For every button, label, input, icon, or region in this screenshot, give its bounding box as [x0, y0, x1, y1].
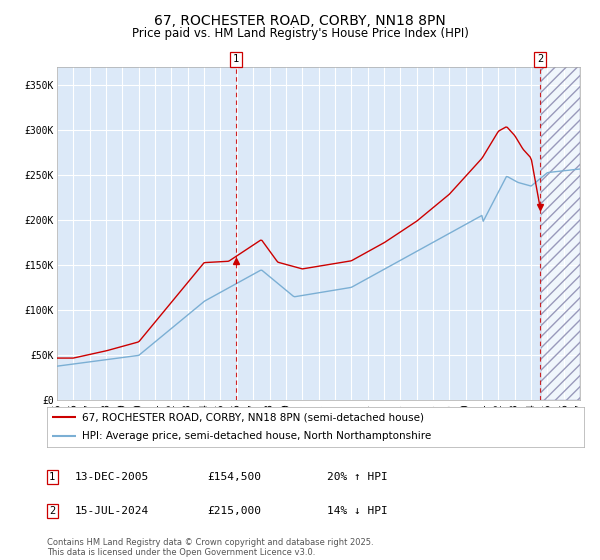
- Text: 14% ↓ HPI: 14% ↓ HPI: [327, 506, 388, 516]
- Text: HPI: Average price, semi-detached house, North Northamptonshire: HPI: Average price, semi-detached house,…: [82, 431, 431, 441]
- Text: 20% ↑ HPI: 20% ↑ HPI: [327, 472, 388, 482]
- Text: £215,000: £215,000: [207, 506, 261, 516]
- Text: 2: 2: [537, 54, 543, 64]
- Text: 1: 1: [233, 54, 239, 64]
- Text: 1: 1: [49, 472, 55, 482]
- Text: Contains HM Land Registry data © Crown copyright and database right 2025.
This d: Contains HM Land Registry data © Crown c…: [47, 538, 373, 557]
- Text: 67, ROCHESTER ROAD, CORBY, NN18 8PN: 67, ROCHESTER ROAD, CORBY, NN18 8PN: [154, 14, 446, 28]
- Text: Price paid vs. HM Land Registry's House Price Index (HPI): Price paid vs. HM Land Registry's House …: [131, 27, 469, 40]
- Bar: [541, 67, 580, 400]
- Bar: [541, 67, 580, 400]
- Text: 13-DEC-2005: 13-DEC-2005: [75, 472, 149, 482]
- Text: 15-JUL-2024: 15-JUL-2024: [75, 506, 149, 516]
- Text: £154,500: £154,500: [207, 472, 261, 482]
- Text: 2: 2: [49, 506, 55, 516]
- Text: 67, ROCHESTER ROAD, CORBY, NN18 8PN (semi-detached house): 67, ROCHESTER ROAD, CORBY, NN18 8PN (sem…: [82, 413, 424, 422]
